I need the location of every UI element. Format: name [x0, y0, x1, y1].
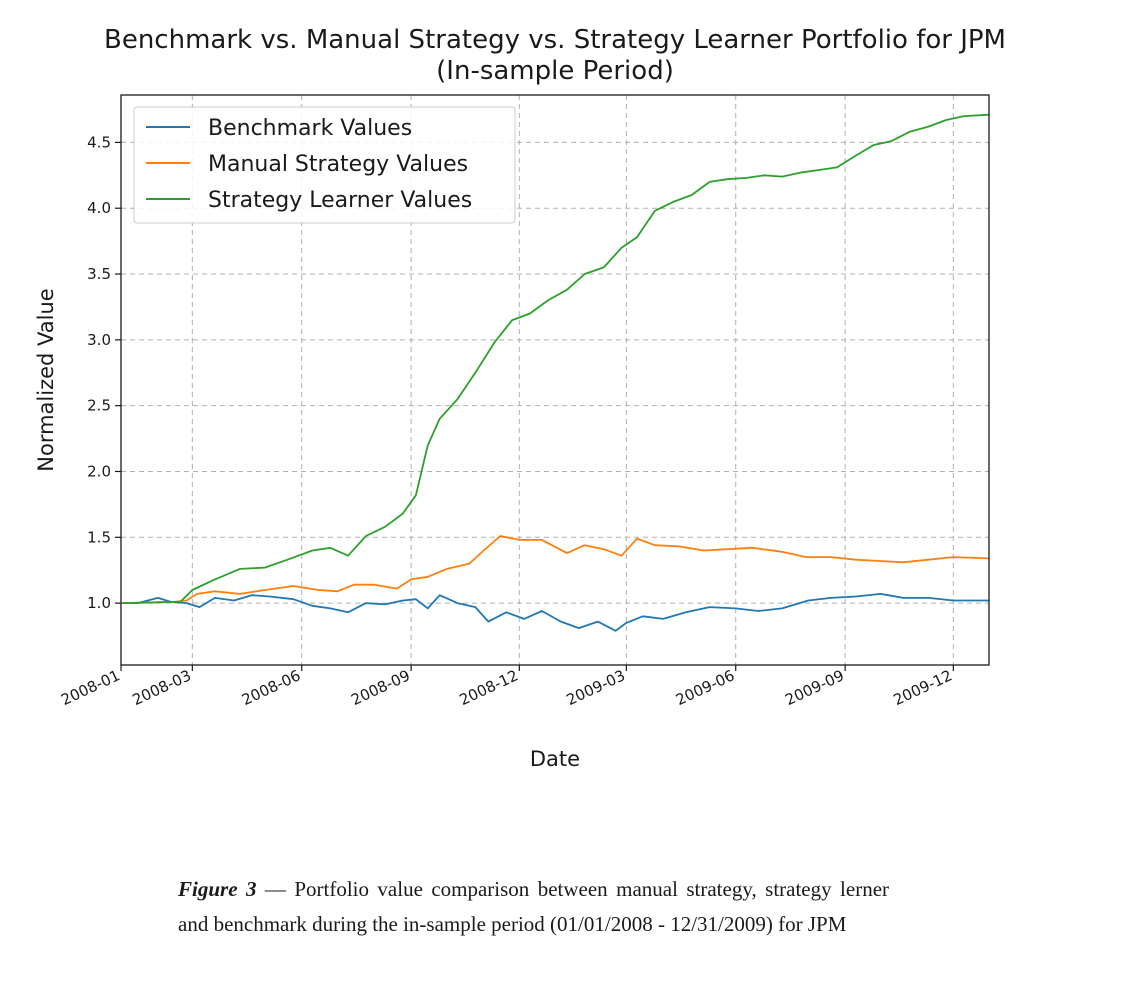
y-tick-label: 3.0: [87, 331, 111, 349]
series-line-1: [122, 593, 989, 632]
y-tick-label: 3.5: [87, 265, 111, 283]
y-tick-label: 2.0: [87, 462, 111, 480]
x-axis: 2008-01 2008-03 2008-06 2008-09 2008-12 2009-…: [58, 665, 955, 709]
y-tick-label: 4.5: [87, 133, 111, 151]
x-tick-label: 2009-09: [782, 666, 846, 709]
caption-figure-ref: Figure 3: [178, 877, 257, 901]
series-line-2: [122, 535, 990, 604]
legend-label: Manual Strategy Values: [208, 152, 468, 177]
y-tick-label: 2.5: [87, 397, 111, 415]
y-tick-label: 4.0: [87, 199, 111, 217]
legend: Benchmark Values Manual Strategy Values St…: [133, 106, 516, 224]
x-tick-label: 2008-12: [457, 666, 521, 709]
figure-caption: Figure 3 — Portfolio value comparison be…: [178, 872, 889, 942]
y-tick-label: 1.0: [87, 594, 111, 612]
y-tick-label: 1.5: [87, 528, 111, 546]
x-tick-label: 2008-06: [239, 666, 303, 709]
x-tick-label: 2009-12: [891, 666, 955, 709]
chart-subtitle: (In-sample Period): [436, 56, 674, 86]
x-tick-label: 2008-09: [348, 666, 412, 709]
y-axis-label: Normalized Value: [34, 288, 58, 471]
legend-box: [133, 106, 516, 224]
x-tick-label: 2009-06: [673, 666, 737, 709]
legend-label: Benchmark Values: [208, 116, 412, 141]
x-tick-label: 2008-03: [130, 666, 194, 709]
legend-label: Strategy Learner Values: [208, 188, 472, 213]
x-axis-label: Date: [530, 747, 580, 771]
x-tick-label: 2008-01: [58, 666, 122, 709]
series-lines: [122, 113, 990, 632]
y-axis: 1.0 1.5 2.0 2.5 3.0 3.5 4.0 4.5: [87, 133, 121, 612]
chart-title: Benchmark vs. Manual Strategy vs. Strate…: [104, 25, 1006, 55]
plot-frame: [120, 94, 990, 666]
chart-figure: Benchmark vs. Manual Strategy vs. Strate…: [34, 25, 1006, 771]
series-line-3: [122, 113, 990, 604]
x-tick-label: 2009-03: [564, 666, 628, 709]
caption-text: — Portfolio value comparison between man…: [178, 877, 890, 936]
